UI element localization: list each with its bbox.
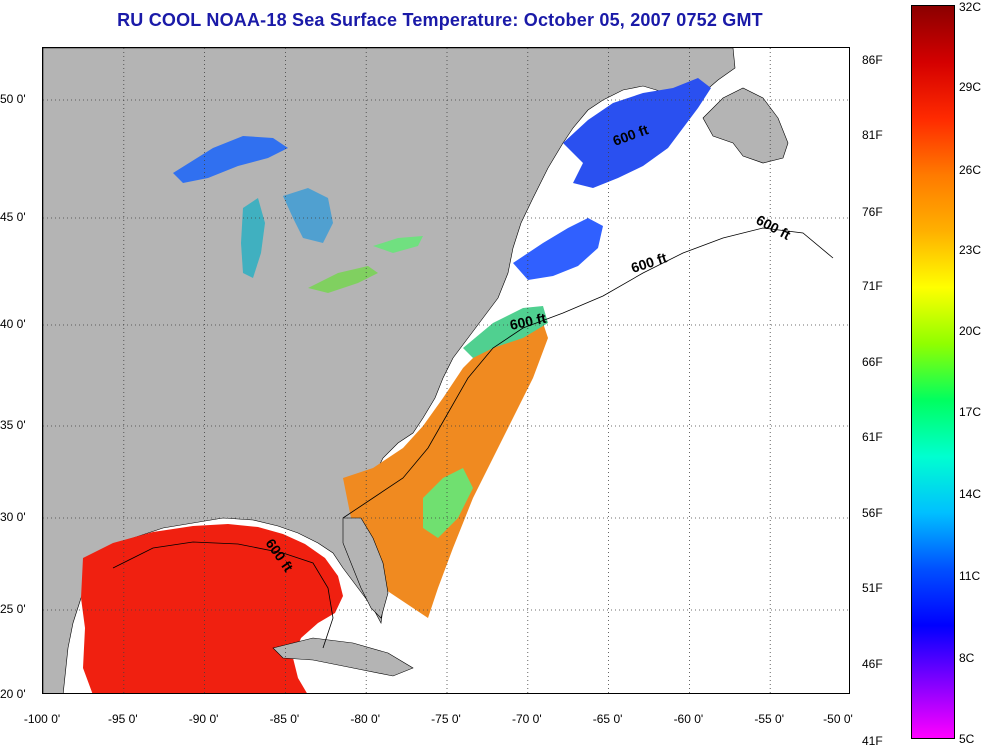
colorbar-c-17: 17C	[959, 405, 982, 419]
sst-map-canvas: 600 ft 600 ft 600 ft 600 ft 600 ft	[43, 48, 849, 693]
sst-atlantic-swath	[343, 323, 548, 618]
map-title: RU COOL NOAA-18 Sea Surface Temperature:…	[117, 10, 763, 30]
lon-label-50w: -50 0'	[823, 712, 853, 726]
sst-gulf-st-lawrence	[563, 78, 711, 188]
colorbar-f-81: 81F	[862, 128, 883, 142]
sst-gulf-of-maine	[513, 218, 603, 280]
lat-label-35n: 35 0'	[0, 418, 26, 432]
lake-erie	[308, 266, 378, 293]
lat-label-20n: 20 0'	[0, 687, 26, 701]
colorbar-c-29: 29C	[959, 80, 982, 94]
lon-label-80w: -80 0'	[350, 712, 381, 726]
sst-map[interactable]: 600 ft 600 ft 600 ft 600 ft 600 ft	[42, 47, 850, 694]
colorbar-c-32: 32C	[959, 0, 982, 14]
land-newfoundland	[702, 87, 789, 164]
colorbar-f-86: 86F	[862, 53, 883, 67]
colorbar-c-11: 11C	[959, 569, 981, 583]
colorbar-c-26: 26C	[959, 163, 982, 177]
colorbar-f-71: 71F	[862, 279, 883, 293]
lon-label-60w: -60 0'	[673, 712, 704, 726]
lon-label-70w: -70 0'	[511, 712, 542, 726]
colorbar-f-41: 41F	[862, 734, 883, 748]
colorbar-f-76: 76F	[862, 205, 883, 219]
lake-huron	[283, 188, 333, 243]
colorbar-c-14: 14C	[959, 487, 982, 501]
lon-label-75w: -75 0'	[431, 712, 461, 726]
colorbar-c-20: 20C	[959, 324, 982, 338]
graticule	[43, 48, 849, 693]
isobath-label-midatlantic: 600 ft	[508, 310, 547, 333]
lon-label-100w: -100 0'	[23, 712, 61, 726]
sst-cape-hatteras-green	[423, 468, 473, 538]
lake-superior	[173, 136, 288, 183]
lat-label-50n: 50 0'	[0, 92, 26, 106]
lat-label-45n: 45 0'	[0, 210, 26, 224]
lat-label-25n: 25 0'	[0, 602, 26, 616]
lon-label-55w: -55 0'	[754, 712, 785, 726]
colorbar-c-8: 8C	[959, 651, 975, 665]
colorbar-c-23: 23C	[959, 243, 982, 257]
lake-ontario	[373, 236, 423, 253]
colorbar-c-5: 5C	[959, 732, 975, 746]
lon-label-85w: -85 0'	[269, 712, 300, 726]
colorbar-f-51: 51F	[862, 581, 883, 595]
lon-label-90w: -90 0'	[188, 712, 219, 726]
lat-label-40n: 40 0'	[0, 317, 26, 331]
lon-label-65w: -65 0'	[592, 712, 623, 726]
temperature-colorbar	[911, 5, 955, 739]
sst-mid-atlantic	[463, 306, 548, 358]
land-florida	[342, 517, 389, 619]
colorbar-f-46: 46F	[862, 657, 883, 671]
isobath-600ft	[112, 227, 834, 649]
land-cuba	[272, 637, 414, 677]
lon-label-95w: -95 0'	[107, 712, 138, 726]
colorbar-f-61: 61F	[862, 430, 883, 444]
colorbar-f-66: 66F	[862, 355, 883, 369]
colorbar-f-56: 56F	[862, 506, 883, 520]
lat-label-30n: 30 0'	[0, 510, 26, 524]
